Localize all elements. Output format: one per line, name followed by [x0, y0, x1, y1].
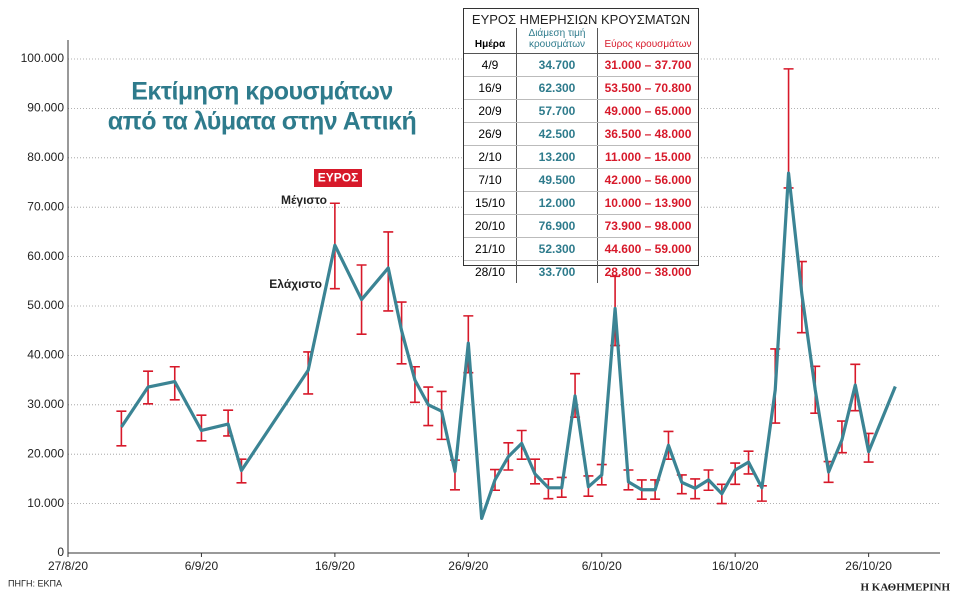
table: Ημέρα Διάμεση τιμή κρουσμάτων Εύρος κρου…	[464, 28, 698, 283]
table-cell: 49.000 – 65.000	[597, 99, 698, 123]
table-cell: 57.700	[516, 99, 598, 123]
table-cell: 49.500	[516, 168, 598, 192]
table-cell: 21/10	[464, 237, 517, 261]
table-cell: 31.000 – 37.700	[597, 53, 698, 77]
x-tick-label: 6/9/20	[185, 559, 219, 573]
table-cell: 34.700	[516, 53, 598, 77]
table-cell: 42.000 – 56.000	[597, 168, 698, 192]
table-cell: 16/9	[464, 76, 517, 100]
x-tick-label: 26/10/20	[845, 559, 892, 573]
table-header: Ημέρα Διάμεση τιμή κρουσμάτων Εύρος κρου…	[464, 28, 698, 54]
table-cell: 28/10	[464, 260, 517, 283]
x-tick-label: 6/10/20	[582, 559, 622, 573]
table-cell: 15/10	[464, 191, 517, 215]
table-row: 20/10 76.900 73.900 – 98.000	[464, 214, 698, 238]
header-cell: Διάμεση τιμή κρουσμάτων	[516, 28, 598, 54]
header-cell: Εύρος κρουσμάτων	[597, 28, 698, 54]
source: ΠΗΓΗ: ΕΚΠΑ	[8, 578, 62, 588]
y-tick-label: 30.000	[27, 397, 64, 411]
table-cell: 7/10	[464, 168, 517, 192]
y-tick-label: 70.000	[27, 199, 64, 213]
table-cell: 10.000 – 13.900	[597, 191, 698, 215]
y-tick-label: 90.000	[27, 101, 64, 115]
table-cell: 20/10	[464, 214, 517, 238]
error-bar	[783, 68, 794, 189]
range-table: ΕΥΡΟΣ ΗΜΕΡΗΣΙΩΝ ΚΡΟΥΣΜΑΤΩΝ Ημέρα Διάμεση…	[463, 8, 699, 283]
table-cell: 62.300	[516, 76, 598, 100]
table-cell: 33.700	[516, 260, 598, 283]
table-cell: 2/10	[464, 145, 517, 169]
x-tick-label: 16/9/20	[315, 559, 355, 573]
table-cell: 52.300	[516, 237, 598, 261]
brand: Η ΚΑΘΗΜΕΡΙΝΗ	[861, 582, 951, 594]
y-tick-label: 20.000	[27, 446, 64, 460]
table-row: 20/9 57.700 49.000 – 65.000	[464, 99, 698, 123]
x-tick-label: 16/10/20	[712, 559, 759, 573]
y-tick-label: 50.000	[27, 298, 64, 312]
table-cell: 53.500 – 70.800	[597, 76, 698, 100]
table-cell: 42.500	[516, 122, 598, 146]
table-row: 4/9 34.700 31.000 – 37.700	[464, 53, 698, 77]
table-cell: 26/9	[464, 122, 517, 146]
table-cell: 20/9	[464, 99, 517, 123]
table-cell: 13.200	[516, 145, 598, 169]
table-cell: 44.600 – 59.000	[597, 237, 698, 261]
annotation: Ελάχιστο	[269, 277, 322, 291]
table-title: ΕΥΡΟΣ ΗΜΕΡΗΣΙΩΝ ΚΡΟΥΣΜΑΤΩΝ	[471, 12, 691, 27]
chart-title: από τα λύματα στην Αττική	[108, 108, 417, 136]
y-tick-label: 80.000	[27, 150, 64, 164]
table-row: 15/10 12.000 10.000 – 13.900	[464, 191, 698, 215]
series-line	[120, 171, 897, 521]
y-tick-label: 60.000	[27, 249, 64, 263]
annotation-box	[314, 169, 362, 187]
table-row: 28/10 33.700 28.800 – 38.000	[464, 260, 698, 283]
table-row: 7/10 49.500 42.000 – 56.000	[464, 168, 698, 192]
y-tick-label: 0	[57, 545, 64, 559]
y-tick-label: 40.000	[27, 348, 64, 362]
annotation: ΕΥΡΟΣ	[318, 171, 359, 185]
table-cell: 28.800 – 38.000	[604, 265, 692, 279]
table-cell: 12.000	[516, 191, 598, 215]
table-cell: 4/9	[464, 53, 517, 77]
annotation: Μέγιστο	[281, 193, 327, 207]
table-row: 16/9 62.300 53.500 – 70.800	[464, 76, 698, 100]
table-cell: 11.000 – 15.000	[597, 145, 698, 169]
y-tick-label: 100.000	[21, 51, 65, 65]
table-cell: 76.900	[516, 214, 598, 238]
table-row: 26/9 42.500 36.500 – 48.000	[464, 122, 698, 146]
table-cell: 36.500 – 48.000	[597, 122, 698, 146]
chart-title: Εκτίμηση κρουσμάτων	[131, 78, 393, 106]
x-tick-label: 27/8/20	[48, 559, 88, 573]
table-row: 2/10 13.200 11.000 – 15.000	[464, 145, 698, 169]
error-bar	[730, 462, 741, 486]
header-cell: Ημέρα	[464, 28, 517, 54]
y-tick-label: 10.000	[27, 496, 64, 510]
x-tick-label: 26/9/20	[448, 559, 488, 573]
table-row: 21/10 52.300 44.600 – 59.000	[464, 237, 698, 261]
table-cell: 73.900 – 98.000	[597, 214, 698, 238]
error-bar	[116, 410, 127, 447]
